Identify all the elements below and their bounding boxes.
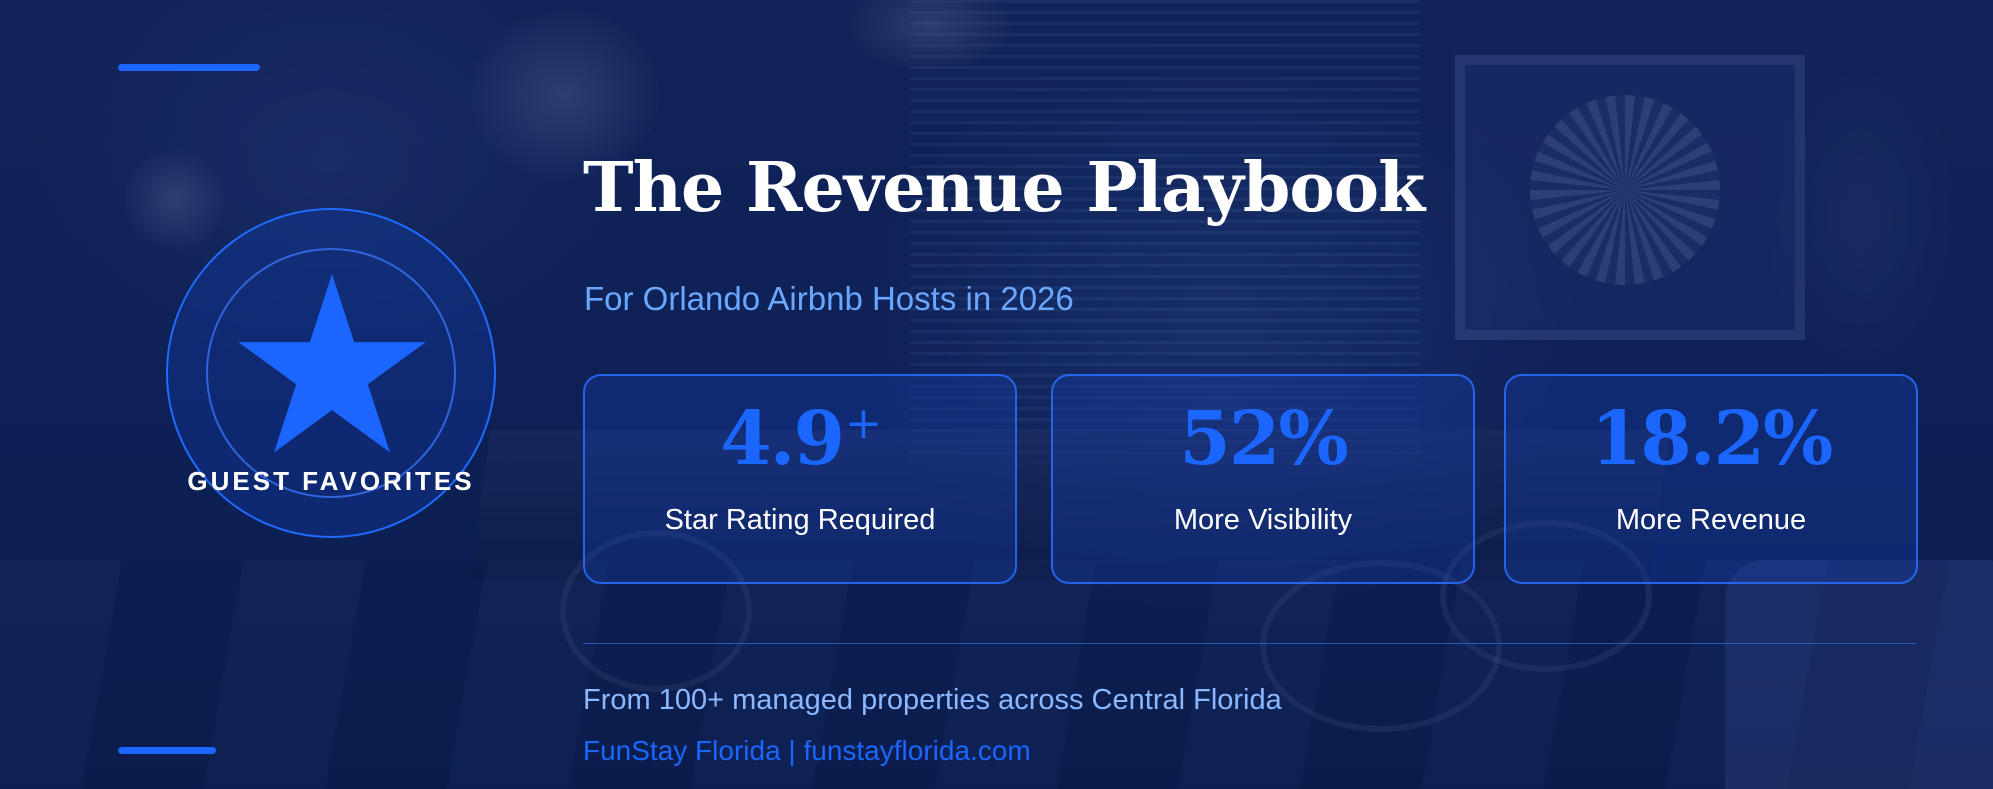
plant-pot (1725, 560, 1993, 789)
wall-art-rosette (1530, 95, 1720, 285)
badge-inner-ring (206, 248, 456, 498)
stat-value: 52% (1179, 396, 1348, 482)
window-blinds (910, 0, 1420, 470)
badge-label: GUEST FAVORITES (187, 466, 475, 496)
chandelier (850, 0, 1010, 70)
footer-tagline: From 100+ managed properties across Cent… (583, 684, 1282, 716)
pendant-lamp (125, 150, 225, 250)
footer-brand-link[interactable]: FunStay Florida | funstayflorida.com (583, 735, 1031, 766)
stat-label: More Revenue (1615, 504, 1807, 536)
star-icon (238, 274, 426, 453)
divider (583, 643, 1916, 644)
accent-line-bottom (118, 747, 216, 754)
subtitle: For Orlando Airbnb Hosts in 2026 (584, 280, 1074, 317)
stat-label: Star Rating Required (664, 504, 936, 536)
floor (0, 560, 1993, 789)
stat-card-visibility: 52% More Visibility (1051, 374, 1475, 584)
page-title: The Revenue Playbook (583, 148, 1425, 228)
stat-value: 18.2% (1590, 396, 1834, 482)
house-plant (1700, 0, 1993, 580)
stat-label: More Visibility (1173, 504, 1353, 536)
stat-suffix: + (844, 398, 882, 449)
stat-value: 4.9+ (720, 396, 882, 482)
stat-card-revenue: 18.2% More Revenue (1504, 374, 1918, 584)
dining-chair (1440, 520, 1652, 672)
chandelier (470, 10, 660, 180)
accent-line-top (118, 64, 260, 71)
guest-favorites-badge: GUEST FAVORITES (166, 208, 496, 538)
stat-card-rating: 4.9+ Star Rating Required (583, 374, 1017, 584)
dining-chair (560, 530, 752, 692)
